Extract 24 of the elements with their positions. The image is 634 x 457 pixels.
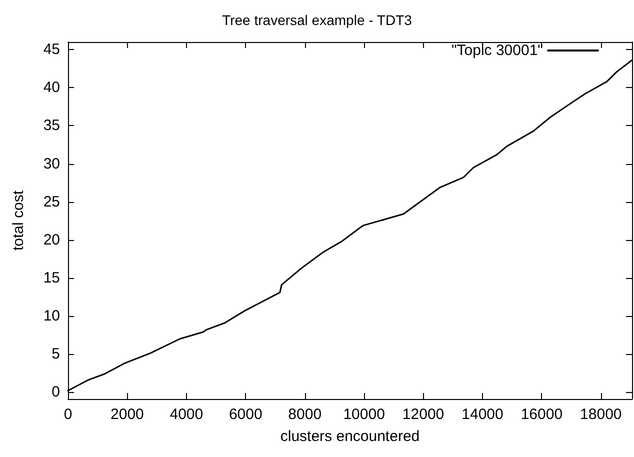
- x-axis-title: clusters encountered: [280, 428, 420, 445]
- legend-label: "Topic 30001": [451, 42, 543, 59]
- y-tick-label: 35: [43, 117, 60, 134]
- y-tick-label: 15: [43, 269, 60, 286]
- x-tick-label: 12000: [402, 406, 444, 423]
- y-tick-label: 5: [52, 346, 60, 363]
- y-tick-label: 25: [43, 193, 60, 210]
- x-tick-label: 4000: [170, 406, 204, 423]
- x-tick-label: 2000: [110, 406, 144, 423]
- chart-title: Tree traversal example - TDT3: [222, 12, 412, 28]
- y-tick-label: 45: [43, 41, 60, 58]
- y-tick-label: 40: [43, 79, 60, 96]
- y-tick-label: 10: [43, 308, 60, 325]
- y-tick-label: 30: [43, 155, 60, 172]
- y-tick-label: 0: [52, 384, 60, 401]
- x-tick-label: 0: [64, 406, 72, 423]
- x-tick-label: 10000: [343, 406, 385, 423]
- x-tick-label: 18000: [580, 406, 622, 423]
- x-tick-label: 8000: [288, 406, 322, 423]
- y-tick-label: 20: [43, 231, 60, 248]
- y-axis-title: total cost: [10, 190, 27, 251]
- x-tick-label: 14000: [462, 406, 504, 423]
- x-tick-label: 16000: [520, 406, 563, 423]
- x-tick-label: 6000: [228, 406, 262, 423]
